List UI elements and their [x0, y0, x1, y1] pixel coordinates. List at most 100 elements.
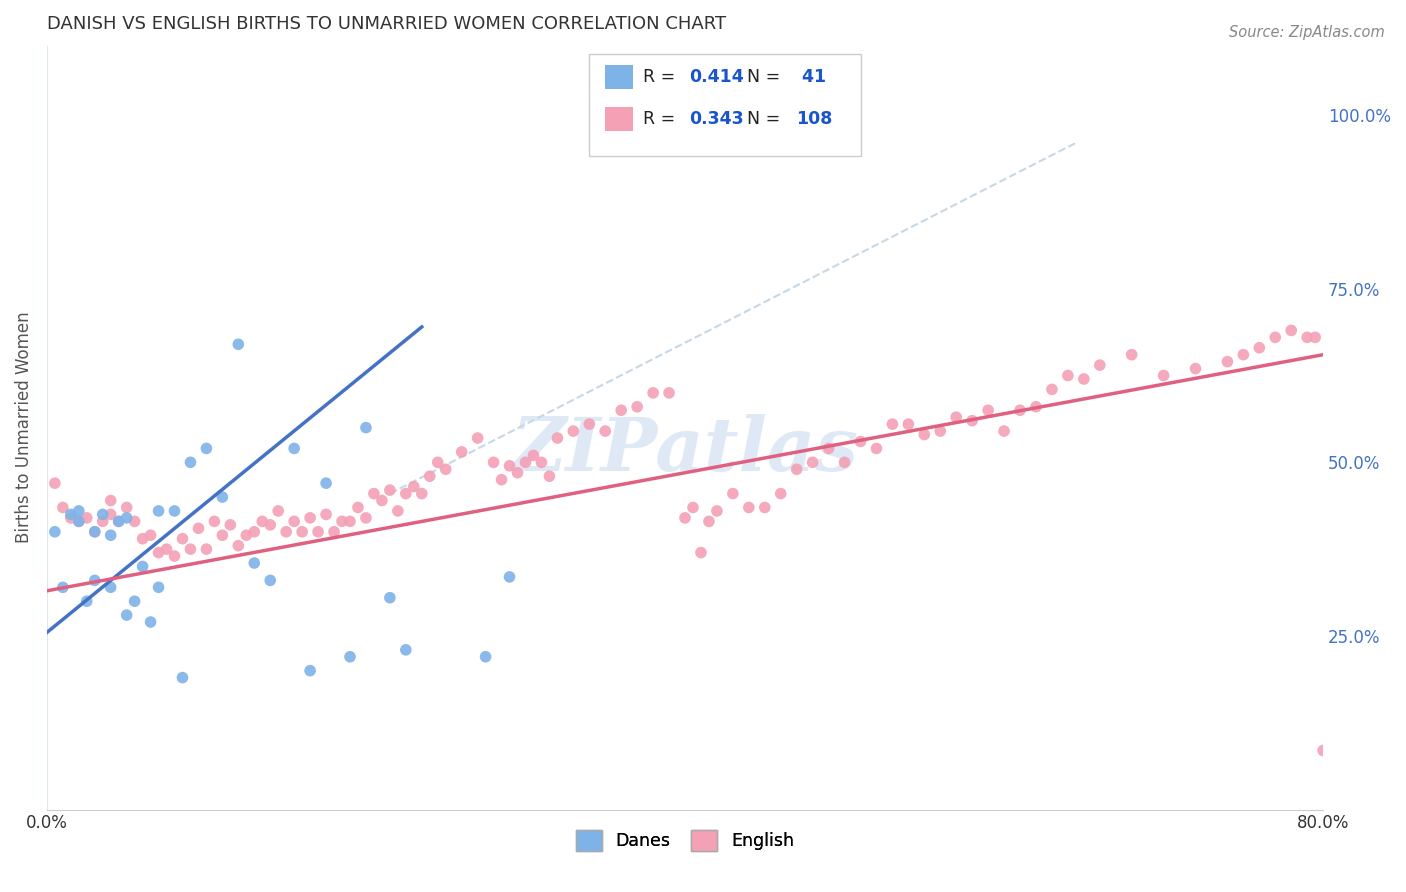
- Point: [411, 486, 433, 500]
- Point: [163, 504, 186, 518]
- Point: [626, 400, 648, 414]
- Point: [131, 532, 153, 546]
- Point: [706, 126, 728, 140]
- Text: ZIPatlas: ZIPatlas: [512, 414, 859, 487]
- Point: [100, 580, 122, 594]
- Point: [100, 493, 122, 508]
- Point: [1008, 403, 1031, 417]
- Text: 108: 108: [796, 110, 832, 128]
- Point: [243, 556, 266, 570]
- Point: [259, 574, 281, 588]
- Point: [100, 508, 122, 522]
- Point: [929, 424, 952, 438]
- Text: 0.343: 0.343: [689, 110, 744, 128]
- Point: [115, 500, 138, 515]
- Point: [235, 528, 257, 542]
- Point: [658, 385, 681, 400]
- Point: [690, 546, 713, 560]
- Point: [179, 455, 201, 469]
- Point: [482, 455, 505, 469]
- Legend: Danes, English: Danes, English: [568, 823, 801, 858]
- Point: [666, 126, 689, 140]
- Point: [155, 542, 177, 557]
- Point: [211, 528, 233, 542]
- Point: [849, 434, 872, 449]
- Point: [363, 486, 385, 500]
- Point: [139, 528, 162, 542]
- Point: [228, 539, 250, 553]
- Point: [506, 466, 529, 480]
- Point: [1216, 354, 1239, 368]
- Point: [530, 455, 553, 469]
- Point: [91, 514, 114, 528]
- Point: [834, 455, 856, 469]
- Point: [697, 514, 720, 528]
- Point: [44, 476, 66, 491]
- Point: [259, 517, 281, 532]
- Point: [738, 500, 761, 515]
- Point: [339, 514, 361, 528]
- Point: [610, 403, 633, 417]
- Point: [450, 445, 472, 459]
- Point: [769, 486, 792, 500]
- Point: [402, 480, 425, 494]
- Point: [276, 524, 298, 539]
- Point: [945, 410, 967, 425]
- Text: R =: R =: [643, 110, 681, 128]
- Point: [299, 664, 322, 678]
- Point: [754, 500, 776, 515]
- Point: [882, 417, 904, 431]
- Text: 41: 41: [796, 68, 827, 86]
- FancyBboxPatch shape: [605, 65, 633, 89]
- Point: [491, 473, 513, 487]
- Point: [148, 580, 170, 594]
- Point: [243, 524, 266, 539]
- Point: [977, 403, 1000, 417]
- Point: [538, 469, 561, 483]
- Point: [307, 524, 329, 539]
- Point: [387, 504, 409, 518]
- Point: [330, 514, 353, 528]
- Point: [897, 417, 920, 431]
- Point: [1088, 358, 1111, 372]
- Point: [44, 524, 66, 539]
- Point: [1296, 330, 1319, 344]
- Point: [1040, 383, 1063, 397]
- Point: [148, 504, 170, 518]
- Point: [515, 455, 537, 469]
- Point: [498, 458, 520, 473]
- Point: [115, 511, 138, 525]
- Point: [211, 490, 233, 504]
- Point: [1312, 743, 1334, 757]
- Point: [419, 469, 441, 483]
- Point: [673, 511, 696, 525]
- Point: [252, 514, 274, 528]
- Point: [115, 608, 138, 623]
- Point: [267, 504, 290, 518]
- Point: [817, 442, 839, 456]
- Text: Source: ZipAtlas.com: Source: ZipAtlas.com: [1229, 25, 1385, 40]
- Point: [67, 514, 90, 528]
- Point: [354, 420, 377, 434]
- Point: [91, 508, 114, 522]
- Point: [706, 504, 728, 518]
- Point: [395, 642, 418, 657]
- Point: [474, 649, 496, 664]
- Text: 0.414: 0.414: [689, 68, 744, 86]
- Point: [283, 514, 305, 528]
- Point: [83, 524, 105, 539]
- Point: [187, 521, 209, 535]
- Point: [562, 424, 585, 438]
- Text: R =: R =: [643, 68, 681, 86]
- Point: [172, 671, 194, 685]
- Point: [299, 511, 322, 525]
- Point: [195, 442, 218, 456]
- Point: [1073, 372, 1095, 386]
- Point: [339, 649, 361, 664]
- Point: [690, 126, 713, 140]
- Point: [172, 532, 194, 546]
- Point: [315, 508, 337, 522]
- Point: [76, 511, 98, 525]
- Point: [378, 483, 401, 497]
- Point: [578, 417, 600, 431]
